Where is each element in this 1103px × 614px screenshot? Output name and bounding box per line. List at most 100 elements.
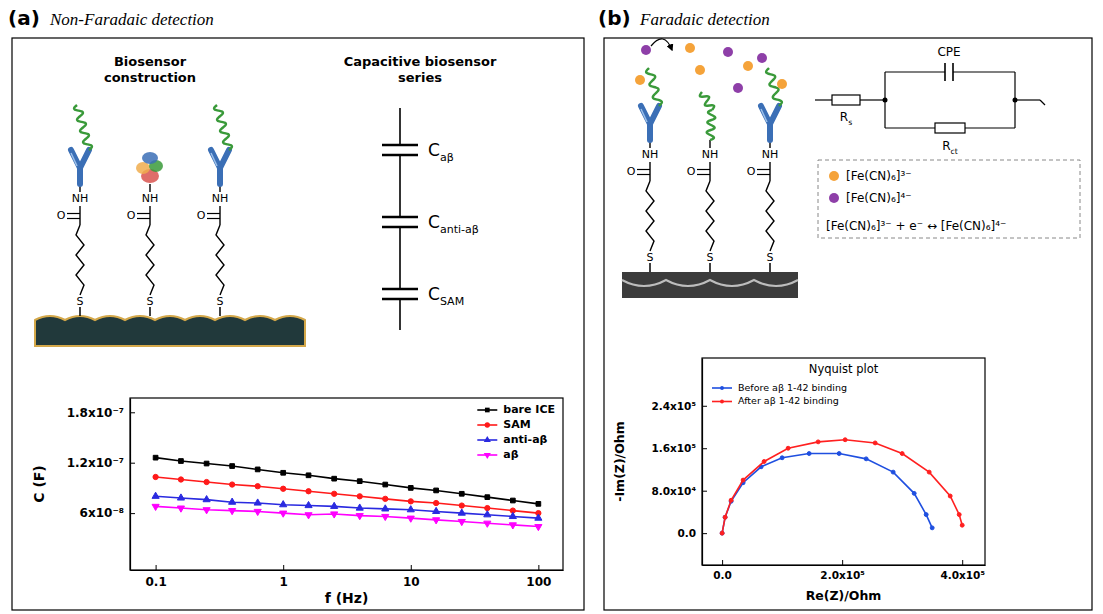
- alkyl-chain: [146, 225, 154, 295]
- marker: [912, 491, 916, 495]
- bond: [79, 206, 80, 216]
- marker: [229, 509, 236, 515]
- species-label: [Fe(CN)₆]⁴⁻: [846, 191, 912, 205]
- tick: 8.0x10⁴: [651, 485, 707, 497]
- tick-mark: [130, 513, 135, 514]
- atom-label: S: [707, 251, 714, 264]
- marker: [255, 467, 260, 472]
- double-bond: [67, 213, 80, 214]
- wire: [399, 108, 401, 145]
- marker: [153, 455, 158, 460]
- tick: 6x10⁻⁸: [80, 506, 135, 520]
- tick-label: 2.4x10⁵: [651, 400, 696, 412]
- marker: [924, 513, 928, 517]
- tick-label: 1.8x10⁻⁷: [67, 406, 124, 420]
- marker: [382, 505, 389, 511]
- marker: [356, 504, 363, 510]
- marker: [948, 494, 952, 498]
- helix: [74, 105, 92, 150]
- bond: [649, 172, 650, 181]
- tick: 4.0x10⁵: [940, 560, 985, 581]
- tick: 10: [403, 565, 420, 589]
- tick-label: 8.0x10⁴: [651, 485, 696, 497]
- ion: [695, 65, 705, 75]
- double-bond: [207, 218, 220, 219]
- panel-frame: [604, 38, 1092, 610]
- legend-entry: bare ICE: [477, 403, 555, 416]
- marker: [434, 488, 439, 493]
- construction-label: Biosensorconstruction: [104, 54, 196, 85]
- marker: [204, 479, 209, 484]
- ion: [635, 75, 645, 85]
- antibody: [761, 106, 779, 140]
- ion: [685, 43, 695, 53]
- wire: [953, 71, 1015, 72]
- double-bond: [757, 169, 770, 170]
- capacitor-plate: [382, 144, 418, 147]
- marker: [484, 511, 491, 517]
- bond: [709, 172, 710, 181]
- marker: [254, 499, 261, 505]
- antibody-highlight: [641, 109, 647, 122]
- antibody: [211, 150, 229, 184]
- marker: [281, 470, 286, 475]
- atom-label: NH: [72, 192, 89, 205]
- atom-label: S: [217, 295, 224, 308]
- marker: [152, 492, 159, 498]
- double-bond: [137, 218, 150, 219]
- atom-label: S: [147, 295, 154, 308]
- species-box: [818, 160, 1080, 238]
- chart: 0.11101006x10⁻⁸1.2x10⁻⁷1.8x10⁻⁷f (Hz)C (…: [31, 398, 564, 606]
- tick-mark: [283, 565, 284, 570]
- marker: [407, 506, 414, 512]
- marker: [433, 518, 440, 524]
- marker: [930, 526, 934, 530]
- capacitor-label-subscript: aβ: [440, 151, 454, 164]
- tick: 2.0x10⁵: [820, 560, 865, 581]
- tick: 0.1: [145, 565, 166, 589]
- atom-label: NH: [142, 192, 159, 205]
- plot-area: [152, 455, 542, 530]
- atom-label: O: [747, 165, 756, 178]
- bond: [709, 162, 710, 172]
- marker: [356, 514, 363, 520]
- marker: [458, 519, 465, 525]
- marker: [357, 494, 362, 499]
- marker: [816, 440, 820, 444]
- bond: [769, 162, 770, 172]
- helix: [700, 92, 714, 110]
- tick-label: 0.1: [145, 575, 166, 589]
- marker: [433, 507, 440, 513]
- tick-label: 2.0x10⁵: [820, 569, 865, 581]
- tick-label: 1.6x10⁵: [651, 442, 696, 454]
- bond: [769, 172, 770, 181]
- marker: [280, 511, 287, 517]
- double-bond: [67, 218, 80, 219]
- atom-label: NH: [212, 192, 229, 205]
- marker: [382, 514, 389, 520]
- marker: [229, 482, 234, 487]
- atom-label: NH: [702, 148, 719, 161]
- marker: [458, 509, 465, 515]
- plot-area: [720, 438, 964, 535]
- construction-label-line: construction: [104, 70, 196, 85]
- marker: [177, 494, 184, 500]
- marker: [332, 491, 337, 496]
- axis: 0.02.0x10⁵4.0x10⁵: [703, 560, 986, 581]
- tick-mark: [411, 565, 412, 570]
- ion: [733, 83, 743, 93]
- marker: [729, 498, 733, 502]
- capacitor-label: CSAM: [428, 284, 464, 308]
- marker: [837, 452, 841, 456]
- panel-letter: (b): [598, 6, 631, 30]
- tick-mark: [130, 463, 135, 464]
- double-bond: [697, 169, 710, 170]
- atom-label: O: [197, 209, 206, 222]
- atom-label: S: [77, 295, 84, 308]
- antibody-highlight: [71, 153, 77, 166]
- marker: [203, 496, 210, 502]
- bond: [79, 216, 80, 225]
- series-line: [722, 440, 962, 533]
- atom-label: O: [687, 165, 696, 178]
- plot-frame: [130, 398, 563, 570]
